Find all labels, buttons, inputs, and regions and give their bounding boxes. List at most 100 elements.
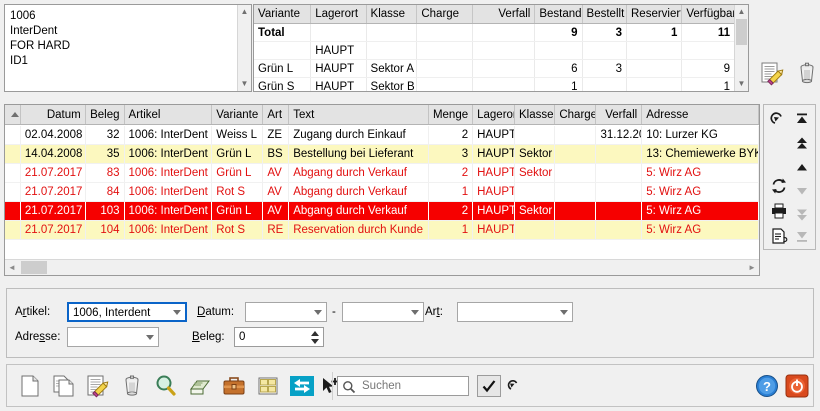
undo-icon[interactable]	[768, 109, 790, 131]
previous-page-icon[interactable]	[792, 133, 812, 153]
stock-cell-lagerort: HAUPT	[311, 42, 367, 59]
adresse-filter-input[interactable]	[67, 327, 159, 347]
col-lagerort[interactable]: Lagerort	[473, 105, 515, 124]
first-record-icon[interactable]	[792, 109, 812, 129]
chevron-down-icon[interactable]	[146, 335, 154, 340]
article-memo-text: 1006 InterDent FOR HARD ID1	[10, 10, 71, 67]
table-view-icon[interactable]	[255, 373, 281, 399]
table-row[interactable]: 21.07.2017 84 1006: InterDent Rot S AV Abgang…	[5, 183, 759, 202]
copy-document-icon[interactable]	[51, 373, 77, 399]
chevron-down-icon[interactable]	[173, 310, 181, 315]
chevron-down-icon[interactable]	[314, 310, 322, 315]
stock-scroll-down-icon[interactable]: ▼	[737, 79, 746, 88]
stock-cell-verfuegbar: 9	[723, 63, 730, 75]
svg-text:?: ?	[763, 379, 771, 394]
movement-grid-hscrollbar[interactable]: ◄ ►	[5, 259, 759, 275]
beleg-filter-stepper[interactable]: 0	[234, 327, 324, 347]
datum-to-input[interactable]	[342, 302, 424, 322]
table-row[interactable]: 21.07.2017 103 1006: InterDent Grün L AV Abga…	[5, 202, 759, 221]
stock-cell-reserviert	[627, 60, 683, 77]
stock-vertical-scrollbar[interactable]: ▲ ▼	[734, 5, 748, 91]
table-row[interactable]: 02.04.2008 32 1006: InterDent Weiss L ZE Zuga…	[5, 126, 759, 145]
undo-icon	[507, 380, 518, 390]
col-artikel[interactable]: Artikel	[125, 105, 213, 124]
next-record-icon[interactable]	[792, 181, 812, 201]
magnifier-icon[interactable]	[153, 373, 179, 399]
stock-col-bestellt[interactable]: Bestellt	[583, 5, 627, 23]
search-confirm-button[interactable]	[477, 375, 501, 397]
col-art[interactable]: Art	[263, 105, 290, 124]
article-memo-panel[interactable]: 1006 InterDent FOR HARD ID1 ▲ ▼	[4, 4, 252, 92]
cell-datum: 21.07.2017	[21, 183, 86, 201]
delete-record-icon[interactable]	[794, 60, 820, 86]
col-datum[interactable]: Datum	[21, 105, 86, 124]
col-charge[interactable]: Charge	[555, 105, 597, 124]
table-row[interactable]: 14.04.2008 35 1006: InterDent Grün L BS Beste…	[5, 145, 759, 164]
movement-grid[interactable]: Datum Beleg Artikel Variante Art Text Me…	[4, 104, 760, 276]
hscroll-left-icon[interactable]: ◄	[8, 263, 16, 272]
table-row[interactable]: 21.07.2017 104 1006: InterDent Rot S RE Reser…	[5, 221, 759, 240]
refresh-icon[interactable]	[768, 175, 790, 197]
briefcase-icon[interactable]	[221, 373, 247, 399]
power-icon[interactable]	[785, 374, 809, 398]
stepper-up-icon[interactable]	[310, 330, 319, 336]
col-klasse[interactable]: Klasse	[515, 105, 556, 124]
col-text[interactable]: Text	[289, 105, 429, 124]
col-beleg[interactable]: Beleg	[86, 105, 125, 124]
stock-col-lagerort[interactable]: Lagerort	[311, 5, 367, 23]
sort-indicator-cell[interactable]	[5, 105, 21, 124]
cell-adresse: 10: Lurzer KG	[642, 126, 759, 144]
chevron-down-icon[interactable]	[411, 310, 419, 315]
adresse-label: Adresse:	[15, 331, 61, 343]
stock-cell-bestellt: 3	[583, 24, 627, 41]
col-verfall[interactable]: Verfall	[596, 105, 643, 124]
edit-record-icon[interactable]	[760, 60, 786, 86]
col-variante[interactable]: Variante	[212, 105, 264, 124]
swap-arrows-icon[interactable]	[289, 373, 315, 399]
datum-from-input[interactable]	[245, 302, 327, 322]
table-row[interactable]: 21.07.2017 83 1006: InterDent Grün L AV Abgan…	[5, 164, 759, 183]
printer-icon[interactable]	[187, 373, 213, 399]
search-reset-button[interactable]	[503, 375, 527, 397]
stock-col-verfuegbar[interactable]: Verfügbar	[686, 8, 734, 20]
stock-col-reserviert[interactable]: Reserviert	[627, 5, 683, 23]
search-input[interactable]: Suchen	[337, 376, 469, 396]
stock-col-verfall[interactable]: Verfall	[473, 5, 536, 23]
stock-col-bestand[interactable]: Bestand	[535, 5, 583, 23]
stock-summary-row[interactable]: HAUPT	[254, 42, 734, 60]
print-icon[interactable]	[768, 200, 790, 222]
col-menge[interactable]: Menge	[429, 105, 474, 124]
col-adresse[interactable]: Adresse	[642, 105, 759, 124]
new-document-icon[interactable]	[17, 373, 43, 399]
art-filter-input[interactable]	[457, 302, 573, 322]
stock-scroll-thumb[interactable]	[736, 19, 747, 45]
artikel-filter-input[interactable]: 1006, Interdent	[67, 302, 187, 322]
stock-summary-grid[interactable]: Variante Lagerort Klasse Charge Verfall …	[253, 4, 749, 92]
stock-cell-verfuegbar: 1	[723, 81, 730, 91]
stock-col-klasse[interactable]: Klasse	[367, 5, 418, 23]
hscroll-thumb[interactable]	[21, 261, 47, 274]
memo-vertical-scrollbar[interactable]: ▲ ▼	[237, 5, 251, 91]
stock-scroll-up-icon[interactable]: ▲	[737, 7, 746, 16]
stock-summary-row[interactable]: Grün S HAUPT Sektor B 1 1	[254, 78, 734, 91]
last-record-icon[interactable]	[792, 227, 812, 247]
chevron-down-icon[interactable]	[560, 310, 568, 315]
edit-document-icon[interactable]	[85, 373, 111, 399]
hscroll-right-icon[interactable]: ►	[748, 263, 756, 272]
previous-record-icon[interactable]	[792, 157, 812, 177]
cell-variante: Rot S	[212, 221, 264, 239]
stock-col-charge[interactable]: Charge	[417, 5, 473, 23]
cell-datum: 02.04.2008	[21, 126, 86, 144]
memo-scroll-down-icon[interactable]: ▼	[240, 79, 249, 88]
report-icon[interactable]	[768, 225, 790, 247]
stock-col-variante[interactable]: Variante	[254, 5, 312, 23]
stock-summary-row[interactable]: Total 9 3 1 11	[254, 24, 734, 42]
memo-scroll-up-icon[interactable]: ▲	[240, 7, 249, 16]
beleg-stepper-buttons[interactable]	[308, 329, 321, 345]
stepper-down-icon[interactable]	[310, 338, 319, 344]
next-page-icon[interactable]	[792, 205, 812, 225]
help-icon[interactable]: ?	[755, 374, 779, 398]
trash-icon[interactable]	[119, 373, 145, 399]
bottom-toolbar: Suchen ?	[6, 364, 814, 407]
